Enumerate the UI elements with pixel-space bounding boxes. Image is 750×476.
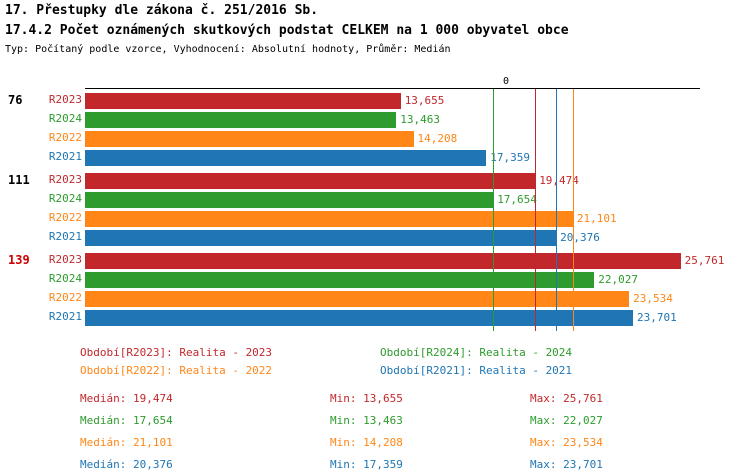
bar-139-R2021 <box>85 310 633 326</box>
chart-meta-info: Typ: Počítaný podle vzorce, Vyhodnocení:… <box>5 44 451 55</box>
bar-series-label-R2021: R2021 <box>48 230 82 243</box>
bar-111-R2023 <box>85 173 536 189</box>
legend-item-R2023: Období[R2023]: Realita - 2023 <box>80 346 273 359</box>
stat-max-R2024: Max: 22,027 <box>530 414 603 427</box>
bar-111-R2024 <box>85 192 494 208</box>
stat-min-R2023: Min: 13,655 <box>330 392 403 405</box>
bar-series-label-R2023: R2023 <box>48 93 82 106</box>
bar-111-R2022 <box>85 211 573 227</box>
bar-series-label-R2021: R2021 <box>48 310 82 323</box>
median-line-R2021 <box>556 89 558 331</box>
stat-median-R2024: Medián: 17,654 <box>80 414 173 427</box>
bar-value-label: 22,027 <box>598 273 639 286</box>
legend-item-R2021: Období[R2021]: Realita - 2021 <box>380 364 573 377</box>
bar-series-label-R2023: R2023 <box>48 173 82 186</box>
median-line-R2023 <box>535 89 537 331</box>
plot-area: 0 13,655 13,463 14,208 17,359 19,474 17,654 21… <box>85 76 724 335</box>
bar-value-label: 13,655 <box>404 94 445 107</box>
bar-value-label: 19,474 <box>539 174 579 187</box>
bar-series-label-R2024: R2024 <box>48 112 82 125</box>
median-line-R2022 <box>572 89 574 331</box>
group-label-76: 76 <box>8 93 23 107</box>
stat-max-R2021: Max: 23,701 <box>530 458 603 471</box>
stats-panel: Medián: 19,474 Min: 13,655 Max: 25,761 Medi… <box>0 388 750 476</box>
group-label-139: 139 <box>8 253 30 267</box>
bar-139-R2023 <box>85 253 681 269</box>
bar-value-label: 23,701 <box>637 311 677 324</box>
legend-item-R2022: Období[R2022]: Realita - 2022 <box>80 364 273 377</box>
median-line-R2024 <box>493 89 495 331</box>
bar-139-R2024 <box>85 272 595 288</box>
chart-area: 0 13,655 13,463 14,208 17,359 19,474 17,654 21… <box>0 76 750 335</box>
bar-value-label: 17,654 <box>497 193 537 206</box>
axis-tick-zero: 0 <box>503 76 510 87</box>
stat-min-R2021: Min: 17,359 <box>330 458 403 471</box>
page-title: 17. Přestupky dle zákona č. 251/2016 Sb. <box>5 3 319 18</box>
bar-value-label: 17,359 <box>490 151 531 164</box>
bar-series-label-R2023: R2023 <box>48 253 82 266</box>
bar-value-label: 20,376 <box>560 231 600 244</box>
bar-76-R2021 <box>85 150 487 166</box>
bar-value-label: 23,534 <box>633 292 673 305</box>
bar-value-label: 21,101 <box>576 212 617 225</box>
bar-series-label-R2022: R2022 <box>48 211 82 224</box>
stat-min-R2024: Min: 13,463 <box>330 414 403 427</box>
stat-max-R2022: Max: 23,534 <box>530 436 603 449</box>
legend: Období[R2023]: Realita - 2023 Období[R202… <box>0 341 750 383</box>
bar-76-R2024 <box>85 112 397 128</box>
bar-value-label: 14,208 <box>417 132 458 145</box>
group-label-111: 111 <box>8 173 30 187</box>
bar-series-label-R2024: R2024 <box>48 192 82 205</box>
bar-series-label-R2022: R2022 <box>48 131 82 144</box>
bar-value-label: 13,463 <box>400 113 441 126</box>
stat-min-R2022: Min: 14,208 <box>330 436 403 449</box>
stat-median-R2022: Medián: 21,101 <box>80 436 173 449</box>
stat-max-R2023: Max: 25,761 <box>530 392 603 405</box>
stat-median-R2021: Medián: 20,376 <box>80 458 173 471</box>
bar-76-R2023 <box>85 93 401 109</box>
bar-111-R2021 <box>85 230 557 246</box>
bar-139-R2022 <box>85 291 630 307</box>
bar-series-label-R2024: R2024 <box>48 272 82 285</box>
chart-title: 17.4.2 Počet oznámených skutkových podst… <box>5 23 569 38</box>
bar-series-label-R2021: R2021 <box>48 150 82 163</box>
bar-series-label-R2022: R2022 <box>48 291 82 304</box>
stat-median-R2023: Medián: 19,474 <box>80 392 173 405</box>
legend-item-R2024: Období[R2024]: Realita - 2024 <box>380 346 573 359</box>
bar-76-R2022 <box>85 131 414 147</box>
bar-value-label: 25,761 <box>684 254 725 267</box>
